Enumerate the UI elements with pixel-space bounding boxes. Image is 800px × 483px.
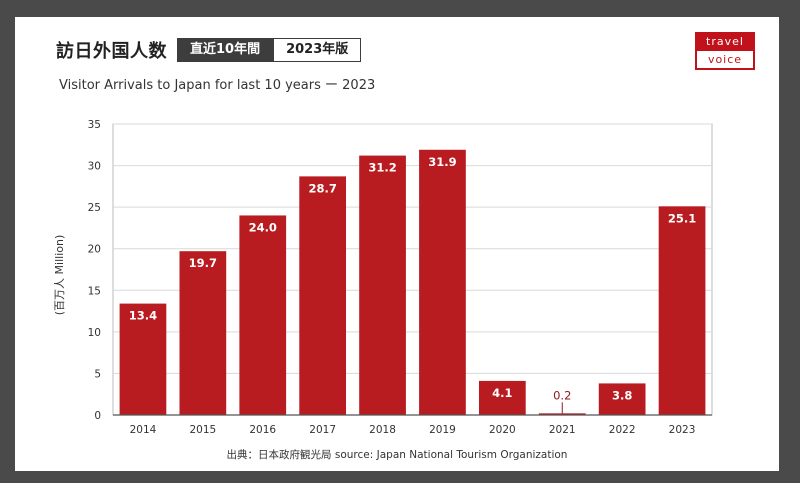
edition-tag: 2023年版 [273, 38, 362, 62]
y-tick-label: 0 [94, 410, 101, 422]
x-tick-label-2023: 2023 [669, 424, 696, 436]
x-tick-label-2015: 2015 [189, 424, 216, 436]
bar-chart: 13.4 19.7 24.0 28.7 31.2 31.9 4.1 0.2 3.8 25.1 0 5… [53, 119, 713, 436]
value-label-2021: 0.2 [553, 388, 571, 402]
bar-2019 [419, 149, 466, 415]
bar-2017 [299, 176, 347, 415]
x-tick-label-2016: 2016 [249, 424, 276, 436]
bar-2020 [478, 380, 526, 415]
bar-2018 [359, 155, 406, 415]
x-tick-label-2014: 2014 [130, 424, 157, 436]
chart-card: 訪日外国人数 直近10年間 2023年版 Visitor Arrivals to… [15, 17, 779, 471]
travelvoice-logo: travel voice [695, 32, 755, 70]
period-tag: 直近10年間 [177, 38, 274, 62]
value-label-2018: 31.2 [368, 161, 396, 175]
value-label-2020: 4.1 [492, 386, 512, 400]
value-label-2017: 28.7 [308, 181, 336, 195]
x-tick-label-2021: 2021 [549, 424, 576, 436]
bar-2015 [179, 251, 227, 415]
y-tick-label: 35 [88, 119, 101, 131]
y-tick-label: 5 [94, 368, 101, 380]
x-tick-label-2017: 2017 [309, 424, 336, 436]
x-tick-label-2022: 2022 [609, 424, 636, 436]
label-layer: 13.4 19.7 24.0 28.7 31.2 31.9 4.1 0.2 3.8 25.1 [129, 155, 696, 414]
source-note: 出典：日本政府観光局 source: Japan National Touris… [226, 449, 568, 461]
y-tick-label: 10 [88, 327, 101, 339]
y-tick-label: 15 [88, 285, 101, 297]
value-label-2023: 25.1 [668, 211, 696, 225]
value-label-2022: 3.8 [612, 388, 632, 402]
value-label-2016: 24.0 [249, 220, 277, 234]
y-tick-label: 25 [88, 202, 101, 214]
value-label-2015: 19.7 [189, 256, 217, 270]
logo-line-voice: voice [707, 53, 743, 66]
x-tick-label-2018: 2018 [369, 424, 396, 436]
page-title: 訪日外国人数 [56, 41, 167, 62]
bar-2016 [239, 215, 287, 415]
y-axis-label: (百万人 Million) [53, 235, 66, 316]
chart-subtitle: Visitor Arrivals to Japan for last 10 ye… [59, 78, 376, 93]
y-tick-label: 30 [88, 161, 101, 173]
logo-line-travel: travel [697, 34, 753, 51]
x-tick-label-2019: 2019 [429, 424, 456, 436]
bar-2021 [538, 413, 586, 415]
bar-2014 [119, 303, 167, 415]
axis-layer: 0 5 10 15 20 25 30 35 2014 2015 2016 2017 2018 2019 20… [88, 119, 712, 436]
value-label-2014: 13.4 [129, 309, 157, 323]
x-tick-label-2020: 2020 [489, 424, 516, 436]
value-label-2019: 31.9 [428, 155, 456, 169]
bar-2023 [658, 206, 706, 415]
bar-2022 [598, 383, 646, 415]
bar-layer [119, 149, 706, 415]
y-tick-label: 20 [88, 244, 101, 256]
title-row: 訪日外国人数 直近10年間 2023年版 [56, 37, 362, 63]
